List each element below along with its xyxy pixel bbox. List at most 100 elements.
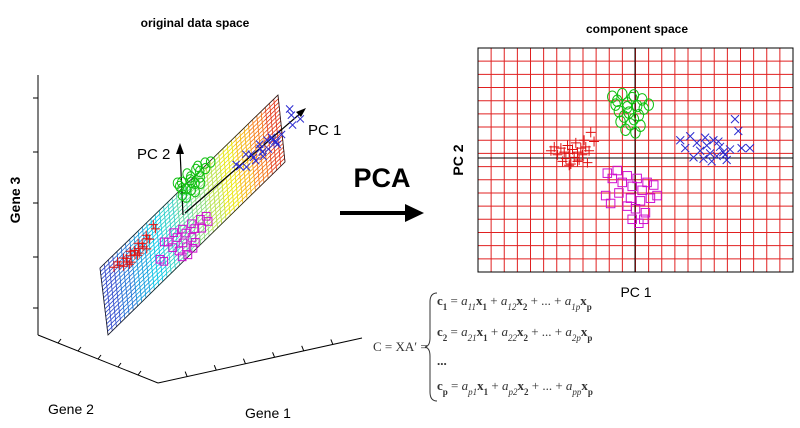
mesh-line <box>220 156 236 172</box>
data-point-x <box>255 140 264 149</box>
pc-plane-mesh <box>99 94 286 336</box>
mesh-line <box>225 201 241 217</box>
mesh-line <box>238 175 255 191</box>
axis-tick <box>330 339 334 345</box>
mesh-line <box>149 258 166 274</box>
data-point-square <box>174 246 184 256</box>
mesh-line <box>105 301 121 317</box>
mesh-line <box>129 228 146 244</box>
data-point-plus <box>134 248 144 258</box>
mesh-line <box>132 250 148 266</box>
component-xlabel: PC 1 <box>620 284 651 300</box>
mesh-line <box>223 186 240 202</box>
data-point-square <box>169 228 179 237</box>
component-point-plus <box>584 145 595 156</box>
pc2-label: PC 2 <box>137 146 170 163</box>
component-point-circle <box>626 91 638 105</box>
mesh-line <box>265 120 282 136</box>
data-point-square <box>188 243 198 253</box>
mesh-line <box>268 150 285 166</box>
mesh-line <box>234 134 250 150</box>
component-point-square <box>627 181 637 192</box>
mesh-line <box>106 312 123 328</box>
data-point-square <box>190 238 200 247</box>
mesh-line <box>119 279 135 295</box>
data-point-plus <box>137 238 147 248</box>
mesh-line <box>263 98 279 114</box>
data-point-x <box>235 162 244 171</box>
mesh-line <box>117 264 133 280</box>
mesh-line <box>103 283 119 299</box>
data-point-square <box>159 256 169 266</box>
formula-rows: c1 = a11x1 + a12x2 + ... + a1pxp c2 = a21… <box>437 293 593 397</box>
component-point-plus <box>589 136 600 147</box>
data-point-circle <box>195 171 205 183</box>
mesh-line <box>263 102 280 118</box>
mesh-line <box>151 269 167 285</box>
axis-tick <box>213 364 217 371</box>
mesh-line <box>254 172 271 188</box>
data-point-circle <box>193 160 203 172</box>
mesh-line <box>105 297 121 313</box>
mesh-line <box>161 217 177 233</box>
data-point-x <box>251 156 260 165</box>
mesh-line <box>122 302 138 318</box>
mesh-line <box>175 196 191 212</box>
left-panel-title: original data space <box>141 16 250 30</box>
component-point-square <box>622 201 632 211</box>
mesh-line <box>190 185 207 201</box>
axis-tick <box>97 354 102 360</box>
data-point-square <box>187 219 196 229</box>
mesh-line <box>189 170 205 186</box>
pca-transform-arrow: PCA <box>340 163 424 222</box>
mesh-line <box>105 305 122 321</box>
mesh-line <box>118 272 134 288</box>
component-point-plus <box>575 143 586 154</box>
component-point-plus <box>567 144 578 155</box>
data-point-circle <box>177 183 187 195</box>
mesh-line <box>222 171 238 187</box>
pca-label: PCA <box>353 163 410 193</box>
component-point-square <box>645 193 656 203</box>
pc1-label: PC 1 <box>308 122 341 139</box>
mesh-line <box>235 142 251 158</box>
component-scatter-points <box>545 87 755 228</box>
data-point-plus <box>124 259 134 269</box>
formula-row: c1 = a11x1 + a12x2 + ... + a1pxp <box>437 293 592 312</box>
mesh-line <box>132 254 149 270</box>
data-point-x <box>272 138 281 146</box>
mesh-line <box>220 152 236 168</box>
mesh-line <box>136 287 153 303</box>
mesh-line <box>268 146 284 162</box>
component-ylabel: PC 2 <box>450 144 466 175</box>
data-point-circle <box>190 186 200 198</box>
data-point-square <box>177 252 187 262</box>
mesh-line <box>135 280 152 296</box>
mesh-line <box>219 149 235 165</box>
mesh-line <box>160 210 177 226</box>
data-point-circle <box>177 189 188 201</box>
mesh-line <box>195 230 212 246</box>
gene1-axis-label: Gene 1 <box>245 405 291 421</box>
mesh-line <box>177 214 194 230</box>
component-point-square <box>617 177 627 188</box>
right-panel-title: component space <box>586 22 688 36</box>
component-point-square <box>612 165 623 176</box>
mesh-line <box>103 286 120 302</box>
pca-formula: C = XA′ = c1 = a11x1 + a12x2 + ... + a1p… <box>373 292 593 402</box>
data-point-circle <box>185 174 196 186</box>
data-point-square <box>190 224 200 233</box>
mesh-line <box>133 261 150 277</box>
mesh-line <box>264 109 280 125</box>
mesh-line <box>118 276 135 292</box>
data-point-plus <box>142 244 152 254</box>
mesh-line <box>265 117 281 133</box>
mesh-line <box>224 197 241 213</box>
mesh-line <box>191 189 207 205</box>
mesh-line <box>100 257 116 273</box>
pc1-arrow <box>184 111 303 214</box>
mesh-line <box>222 175 238 191</box>
component-point-circle <box>620 123 631 136</box>
data-point-x <box>264 145 273 153</box>
